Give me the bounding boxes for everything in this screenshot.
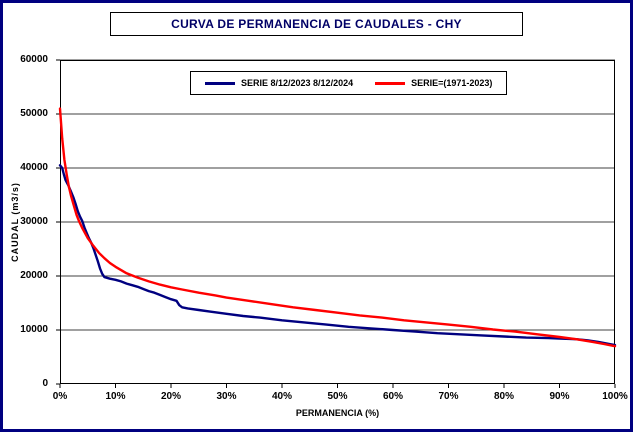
legend-label-serie1: SERIE 8/12/2023 8/12/2024 — [241, 78, 354, 88]
legend: SERIE 8/12/2023 8/12/2024 SERIE=(1971-20… — [190, 71, 508, 95]
plot-border — [60, 60, 615, 384]
y-tick-label: 20000 — [20, 270, 48, 281]
x-tick-label: 70% — [438, 391, 459, 402]
y-tick-label: 60000 — [20, 54, 48, 65]
chart-title: CURVA DE PERMANENCIA DE CAUDALES - CHY — [110, 12, 523, 36]
x-tick-label: 100% — [602, 391, 628, 402]
legend-label-serie2: SERIE=(1971-2023) — [411, 78, 493, 88]
x-tick-label: 0% — [52, 391, 68, 402]
legend-entry-serie-1971-2023: SERIE=(1971-2023) — [375, 78, 492, 88]
y-tick-label: 0 — [42, 378, 48, 389]
x-tick-label: 80% — [493, 391, 515, 402]
chart-title-row: CURVA DE PERMANENCIA DE CAUDALES - CHY — [3, 12, 630, 36]
x-tick-label: 30% — [216, 391, 237, 402]
x-tick-label: 50% — [327, 391, 348, 402]
y-tick-label: 30000 — [20, 216, 48, 227]
y-axis-title: CAUDAL (m3/s) — [10, 182, 20, 262]
x-tick-label: 20% — [160, 391, 182, 402]
y-tick-label: 10000 — [20, 324, 48, 335]
y-tick-label: 40000 — [20, 162, 48, 173]
y-tick-label: 50000 — [20, 108, 48, 119]
x-tick-label: 10% — [105, 391, 126, 402]
series-line-2 — [58, 107, 617, 348]
legend-swatch-serie1 — [205, 81, 235, 85]
x-tick-label: 40% — [271, 391, 293, 402]
x-tick-label: 60% — [382, 391, 404, 402]
legend-swatch-serie2 — [375, 81, 406, 85]
x-tick-label: 90% — [549, 391, 570, 402]
x-axis-title: PERMANENCIA (%) — [295, 408, 380, 418]
series-line-1 — [58, 164, 617, 347]
plot-svg — [56, 59, 617, 388]
legend-entry-serie-2023-2024: SERIE 8/12/2023 8/12/2024 — [205, 78, 353, 88]
